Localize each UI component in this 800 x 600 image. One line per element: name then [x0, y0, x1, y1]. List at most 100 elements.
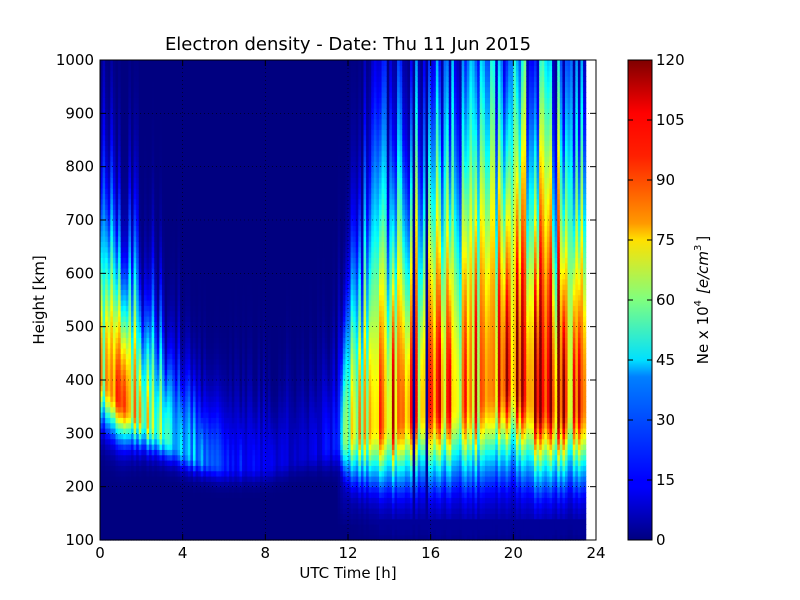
heatmap-cell	[105, 76, 109, 82]
heatmap-cell	[125, 220, 130, 226]
heatmap-cell	[128, 508, 132, 514]
heatmap-cell	[125, 380, 130, 386]
heatmap-cell	[107, 273, 111, 280]
heatmap-cell	[100, 172, 104, 178]
heatmap-cell	[115, 380, 119, 386]
heatmap-cell	[143, 268, 148, 274]
heatmap-cell	[123, 193, 127, 200]
heatmap-cell	[143, 65, 148, 72]
heatmap-cell	[112, 390, 117, 397]
heatmap-cell	[125, 337, 130, 344]
heatmap-cell	[107, 364, 111, 370]
heatmap-cell	[131, 65, 135, 72]
heatmap-cell	[118, 65, 122, 72]
heatmap-cell	[120, 342, 124, 349]
heatmap-cell	[120, 460, 124, 466]
heatmap-cell	[136, 294, 140, 301]
heatmap-cell	[131, 374, 135, 381]
heatmap-cell	[110, 337, 114, 344]
heatmap-area	[99, 59, 597, 541]
heatmap-cell	[143, 502, 148, 509]
heatmap-cell	[125, 348, 130, 354]
heatmap-cell	[120, 278, 124, 285]
heatmap-cell	[115, 60, 119, 66]
heatmap-cell	[123, 342, 127, 349]
heatmap-cell	[143, 380, 148, 386]
heatmap-cell	[141, 124, 145, 130]
heatmap-cell	[115, 129, 119, 136]
heatmap-cell	[138, 108, 142, 114]
heatmap-cell	[100, 529, 104, 536]
heatmap-cell	[141, 438, 145, 445]
heatmap-cell	[133, 220, 137, 226]
heatmap-cell	[118, 252, 122, 258]
heatmap-cell	[128, 70, 132, 77]
heatmap-cell	[143, 172, 148, 178]
heatmap-cell	[102, 422, 106, 429]
heatmap-cell	[120, 449, 124, 456]
heatmap-cell	[118, 161, 122, 168]
heatmap-cell	[105, 321, 109, 328]
heatmap-cell	[133, 316, 137, 322]
heatmap-cell	[110, 518, 114, 525]
heatmap-cell	[136, 188, 140, 194]
heatmap-cell	[112, 428, 117, 434]
heatmap-cell	[105, 166, 109, 173]
heatmap-cell	[123, 76, 127, 82]
heatmap-cell	[107, 252, 111, 258]
heatmap-cell	[141, 102, 145, 109]
heatmap-cell	[131, 166, 135, 173]
heatmap-cell	[138, 198, 142, 205]
heatmap-cells	[100, 60, 587, 541]
heatmap-cell	[118, 198, 122, 205]
heatmap-cell	[128, 145, 132, 152]
heatmap-cell	[143, 305, 148, 312]
heatmap-cell	[141, 374, 145, 381]
heatmap-cell	[125, 156, 130, 162]
heatmap-cell	[100, 289, 104, 296]
heatmap-cell	[131, 134, 135, 141]
heatmap-cell	[118, 337, 122, 344]
heatmap-cell	[107, 65, 111, 72]
heatmap-cell	[133, 284, 137, 290]
heatmap-cell	[131, 502, 135, 509]
heatmap-cell	[100, 444, 104, 450]
heatmap-cell	[102, 150, 106, 157]
heatmap-cell	[143, 241, 148, 248]
heatmap-cell	[115, 390, 119, 397]
heatmap-cell	[110, 433, 114, 440]
heatmap-cell	[138, 262, 142, 269]
heatmap-cell	[133, 177, 137, 184]
heatmap-cell	[128, 364, 132, 370]
heatmap-cell	[120, 481, 124, 488]
heatmap-cell	[136, 380, 140, 386]
heatmap-cell	[143, 236, 148, 242]
heatmap-cell	[136, 225, 140, 232]
heatmap-cell	[128, 438, 132, 445]
heatmap-cell	[128, 470, 132, 477]
heatmap-cell	[123, 412, 127, 418]
heatmap-cell	[102, 470, 106, 477]
heatmap-cell	[115, 412, 119, 418]
heatmap-cell	[146, 508, 150, 514]
heatmap-cell	[128, 252, 132, 258]
heatmap-cell	[100, 316, 104, 322]
heatmap-cell	[133, 385, 137, 392]
heatmap-cell	[112, 118, 117, 125]
heatmap-cell	[105, 310, 109, 317]
heatmap-cell	[107, 369, 111, 376]
heatmap-cell	[141, 310, 145, 317]
heatmap-cell	[110, 502, 114, 509]
heatmap-cell	[107, 108, 111, 114]
heatmap-cell	[105, 438, 109, 445]
heatmap-cell	[128, 124, 132, 130]
heatmap-cell	[128, 118, 132, 125]
heatmap-cell	[138, 518, 142, 525]
heatmap-cell	[112, 108, 117, 114]
heatmap-cell	[110, 358, 114, 365]
heatmap-cell	[146, 262, 150, 269]
heatmap-cell	[120, 86, 124, 93]
heatmap-cell	[141, 518, 145, 525]
heatmap-cell	[138, 230, 142, 237]
heatmap-cell	[143, 428, 148, 434]
